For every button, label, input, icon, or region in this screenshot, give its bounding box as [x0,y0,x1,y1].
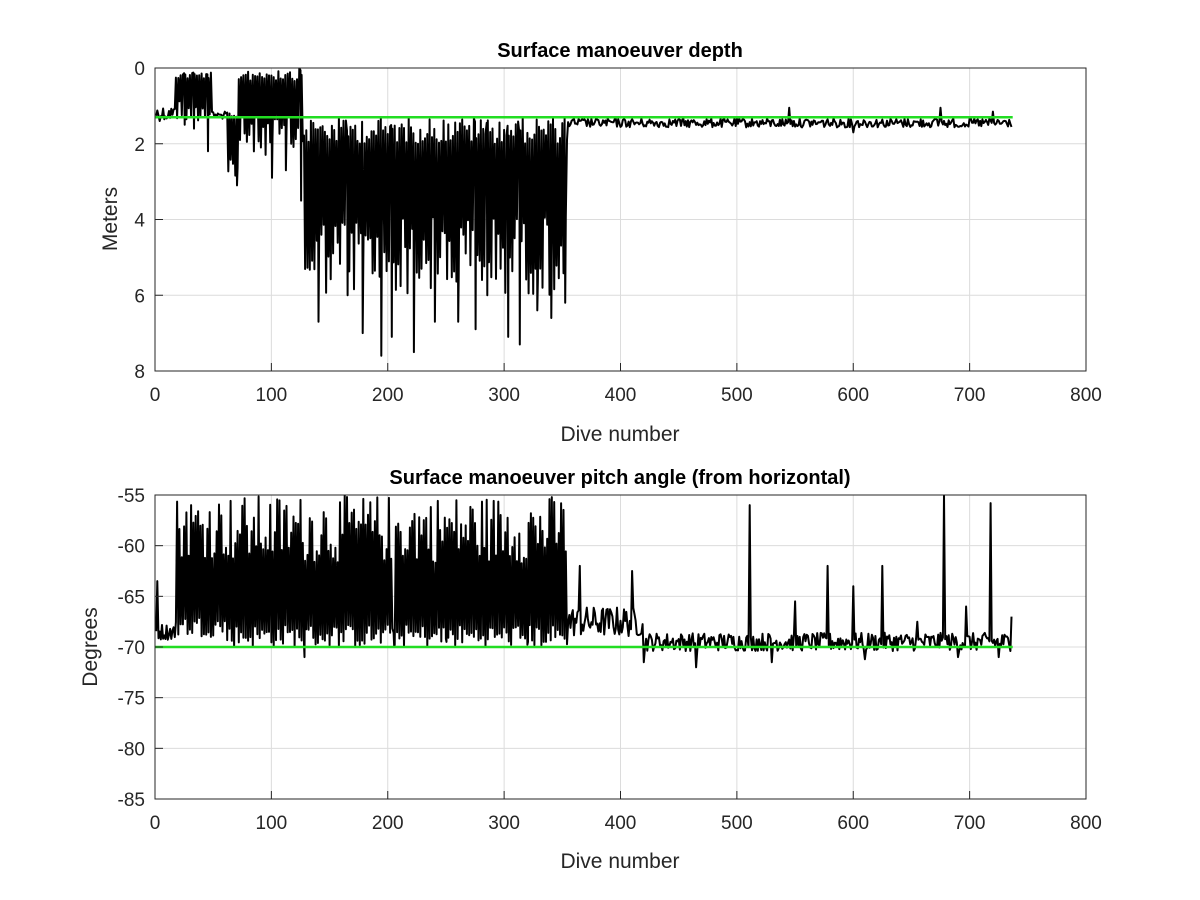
depth-subplot: Surface manoeuver depth 0 100 200 300 400 500… [99,40,1102,446]
depth-x-tick-label: 200 [372,385,404,406]
depth-y-tick-label: 2 [134,135,145,156]
depth-chart-title: Surface manoeuver depth [497,40,743,62]
pitch-chart-title: Surface manoeuver pitch angle (from hori… [389,467,850,489]
pitch-y-tick-label: -70 [118,638,145,659]
pitch-data-line [155,495,1013,669]
depth-x-axis-label: Dive number [560,423,679,446]
depth-x-tick-label: 400 [605,385,637,406]
depth-x-tick-label: 500 [721,385,753,406]
depth-y-tick-label: 6 [134,286,145,307]
depth-data-line [155,68,1013,357]
pitch-y-axis-label: Degrees [79,607,102,686]
pitch-x-tick-label: 300 [488,813,520,834]
pitch-subplot: Surface manoeuver pitch angle (from hori… [79,467,1102,873]
pitch-x-tick-label: 700 [954,813,986,834]
depth-y-axis-label: Meters [99,187,122,251]
depth-y-tick-label: 4 [134,211,145,232]
depth-x-tick-label: 0 [150,385,161,406]
depth-x-tick-label: 100 [256,385,288,406]
pitch-x-tick-label: 200 [372,813,404,834]
pitch-y-tick-label: -60 [118,537,145,558]
depth-x-tick-label: 800 [1070,385,1102,406]
pitch-x-tick-label: 600 [837,813,869,834]
depth-x-tick-label: 300 [488,385,520,406]
pitch-y-tick-label: -65 [118,587,145,608]
pitch-x-tick-label: 0 [150,813,161,834]
pitch-data [155,495,1013,669]
pitch-x-tick-label: 800 [1070,813,1102,834]
pitch-y-tick-label: -75 [118,689,145,710]
pitch-x-tick-label: 100 [256,813,288,834]
depth-y-tick-label: 8 [134,362,145,383]
pitch-y-tick-label: -80 [118,739,145,760]
depth-data [155,68,1013,357]
pitch-y-tick-label: -55 [118,486,145,507]
depth-x-tick-label: 600 [837,385,869,406]
depth-y-tick-label: 0 [134,59,145,80]
pitch-y-tick-label: -85 [118,790,145,811]
pitch-x-tick-label: 400 [605,813,637,834]
depth-ticks: 0 100 200 300 400 500 600 700 800 0 2 4 6 8 [134,59,1101,406]
pitch-x-tick-label: 500 [721,813,753,834]
pitch-ticks: 0 100 200 300 400 500 600 700 800 -55 -60 -65 -70 -75… [118,486,1102,834]
depth-x-tick-label: 700 [954,385,986,406]
pitch-x-axis-label: Dive number [560,850,679,873]
